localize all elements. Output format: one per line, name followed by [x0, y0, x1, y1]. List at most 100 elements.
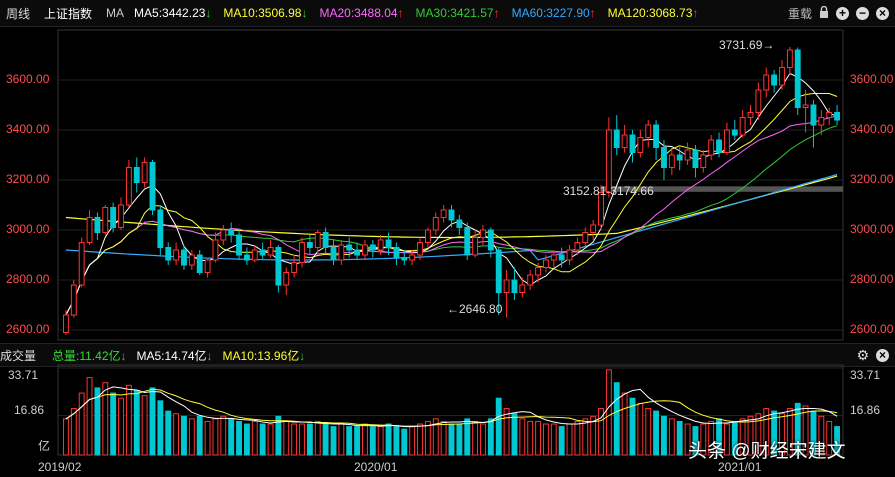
volume-bar: [236, 420, 242, 456]
volume-bar: [251, 420, 258, 456]
candle-body: [173, 249, 180, 261]
candle-body: [708, 139, 715, 156]
candle-body: [779, 67, 785, 86]
price-tick-label: 3600.00: [850, 72, 894, 86]
volume-bar: [487, 418, 494, 456]
candle-body: [472, 237, 479, 256]
volume-bar: [590, 415, 597, 456]
candle-body: [550, 254, 557, 261]
volume-bar: [527, 420, 534, 456]
volume-bar: [86, 377, 93, 456]
candle-body: [731, 129, 738, 136]
volume-bar: [62, 418, 69, 456]
index-name[interactable]: 上证指数: [44, 6, 93, 21]
volume-bar: [802, 405, 809, 456]
ma-item: MA60:3227.90↑: [511, 6, 596, 20]
plus-circle-icon[interactable]: +: [836, 6, 849, 20]
candle-body: [125, 167, 132, 206]
candle-body: [212, 239, 219, 261]
candle-body: [141, 162, 148, 183]
volume-label: 成交量: [0, 348, 37, 363]
volume-bar: [566, 423, 573, 456]
volume-bar: [771, 410, 778, 456]
volume-axis-mid-right: 16.86: [850, 403, 881, 417]
candle-body: [480, 229, 486, 238]
candle-body: [291, 262, 298, 273]
volume-bar: [700, 423, 707, 456]
volume-bar: [157, 400, 164, 456]
candle-body: [133, 167, 140, 183]
price-tick-label: 2800.00: [6, 272, 50, 286]
close-circle-icon[interactable]: ×: [876, 348, 889, 362]
candle-body: [668, 154, 675, 168]
candle-body: [220, 229, 227, 241]
candle-body: [723, 129, 730, 153]
candle-body: [810, 104, 817, 126]
minus-circle-icon[interactable]: −: [856, 6, 869, 20]
ma-values: MA5:3442.23↓ MA10:3506.98↓ MA20:3488.04↑ MA…: [134, 6, 698, 20]
volume-bar: [362, 423, 368, 456]
volume-bar: [259, 423, 266, 456]
price-tick-label: 3200.00: [6, 172, 50, 186]
volume-ma10-line: [65, 388, 838, 427]
ma-label[interactable]: MA: [106, 6, 125, 20]
gear-icon[interactable]: ⚙: [856, 346, 869, 363]
candle-body: [86, 217, 93, 243]
volume-bar: [330, 426, 337, 456]
candle-body: [519, 284, 526, 293]
volume-bar: [141, 395, 148, 456]
candle-body: [409, 254, 416, 261]
volume-bar: [283, 420, 290, 456]
lock-icon[interactable]: [819, 5, 829, 21]
candle-body: [511, 279, 518, 293]
volume-bar: [621, 392, 628, 456]
candle-body: [157, 209, 164, 248]
candle-body: [661, 147, 667, 168]
ma10-line: [65, 93, 838, 316]
candle-body: [102, 207, 109, 233]
candle-body: [684, 149, 691, 161]
ma-item: MA20:3488.04↑: [319, 6, 404, 20]
volume-bar: [94, 387, 101, 456]
candle-body: [196, 254, 203, 273]
volume-bar: [275, 415, 282, 456]
candle-body: [558, 254, 565, 261]
candle-body: [834, 112, 841, 121]
volume-bar: [558, 426, 565, 456]
volume-bar: [779, 413, 785, 456]
volume-bar: [456, 423, 463, 456]
candle-body: [456, 219, 463, 228]
candle-body: [417, 242, 423, 256]
candle-body: [440, 209, 447, 218]
volume-bar: [708, 420, 715, 456]
volume-bar: [684, 423, 691, 456]
volume-bar: [393, 426, 400, 456]
low-annotation: ←2646.80: [447, 302, 503, 316]
volume-bar: [346, 426, 353, 456]
ma20-line: [65, 115, 838, 316]
volume-bar: [818, 415, 825, 456]
volume-bar: [220, 415, 227, 456]
volume-bar: [519, 418, 526, 456]
volume-ma5-line: [65, 386, 838, 428]
candle-body: [613, 129, 620, 148]
candle-body: [228, 229, 235, 236]
volume-bar: [574, 420, 581, 456]
period-selector[interactable]: 周线: [6, 6, 31, 21]
candle-body: [149, 162, 156, 211]
volume-bar: [653, 410, 660, 456]
close-circle-icon[interactable]: ×: [876, 6, 889, 20]
reset-button[interactable]: 重载: [787, 6, 812, 21]
candle-body: [251, 249, 258, 261]
volume-bar: [417, 423, 423, 456]
ma-item: MA10:3506.98↓: [223, 6, 308, 20]
volume-bar: [432, 418, 439, 456]
high-annotation: 3731.69→: [719, 38, 775, 52]
price-tick-label: 3000.00: [6, 222, 50, 236]
volume-bar: [338, 423, 345, 456]
volume-bar: [503, 408, 510, 456]
candle-body: [629, 134, 636, 153]
volume-bar: [440, 420, 447, 456]
volume-bar: [480, 423, 486, 456]
